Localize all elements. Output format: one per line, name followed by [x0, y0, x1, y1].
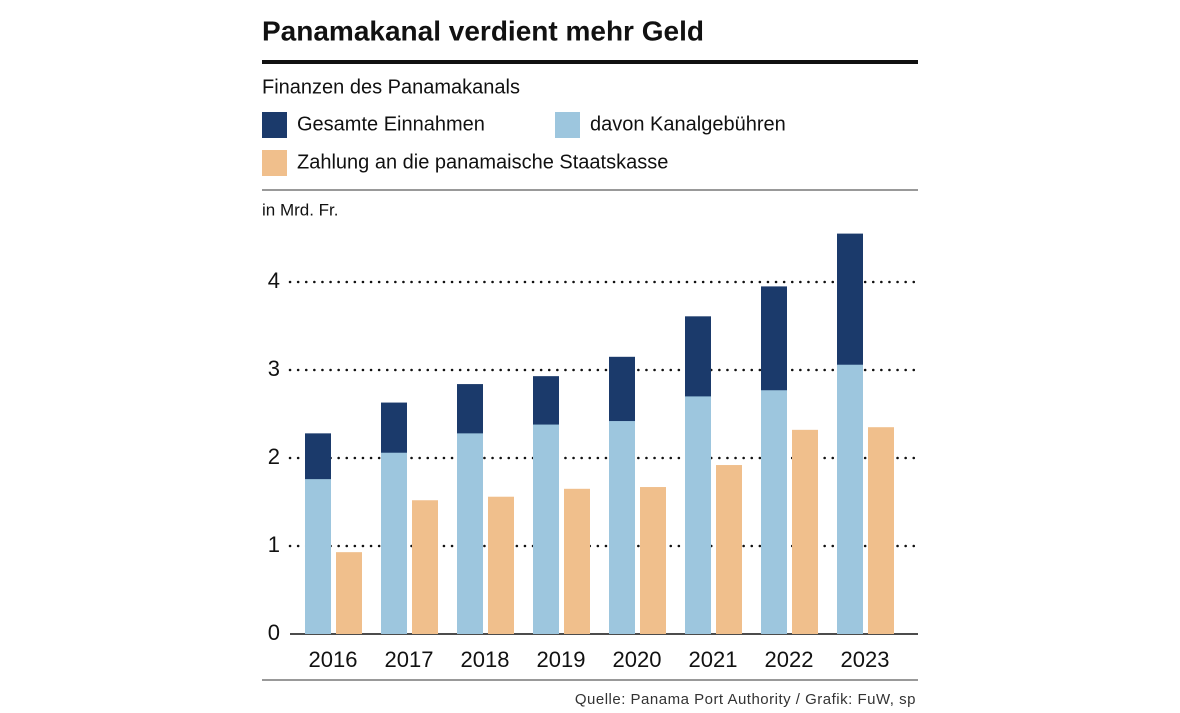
bar	[381, 452, 407, 634]
legend-swatch	[262, 150, 287, 176]
y-tick-label: 0	[268, 620, 280, 645]
bar	[716, 465, 742, 634]
x-tick-label: 2017	[385, 647, 434, 672]
bar	[761, 390, 787, 634]
legend-label: Gesamte Einnahmen	[297, 113, 485, 135]
x-tick-label: 2022	[765, 647, 814, 672]
bar	[412, 500, 438, 634]
legend-label: davon Kanalgebühren	[590, 113, 786, 135]
y-tick-label: 2	[268, 444, 280, 469]
y-tick-label: 4	[268, 268, 280, 293]
x-tick-label: 2018	[461, 647, 510, 672]
bar	[609, 421, 635, 634]
x-tick-label: 2016	[309, 647, 358, 672]
bar	[305, 479, 331, 634]
y-tick-label: 3	[268, 356, 280, 381]
bar	[488, 496, 514, 634]
bar	[457, 433, 483, 634]
legend-swatch	[555, 112, 580, 138]
x-tick-label: 2020	[613, 647, 662, 672]
bar	[792, 429, 818, 634]
bar	[336, 552, 362, 634]
source: Quelle: Panama Port Authority / Grafik: …	[575, 691, 916, 708]
bar	[640, 487, 666, 634]
y-axis-label: in Mrd. Fr.	[262, 200, 339, 219]
bar	[564, 488, 590, 634]
legend-label: Zahlung an die panamaische Staatskasse	[297, 151, 668, 173]
x-tick-label: 2023	[841, 647, 890, 672]
legend-swatch	[262, 112, 287, 138]
x-tick-label: 2019	[537, 647, 586, 672]
bar	[685, 396, 711, 634]
bar	[837, 364, 863, 634]
y-tick-label: 1	[268, 532, 280, 557]
bar	[868, 427, 894, 634]
bar	[533, 424, 559, 634]
x-tick-label: 2021	[689, 647, 738, 672]
chart-subtitle: Finanzen des Panamakanals	[262, 76, 520, 98]
chart-title: Panamakanal verdient mehr Geld	[262, 15, 704, 46]
